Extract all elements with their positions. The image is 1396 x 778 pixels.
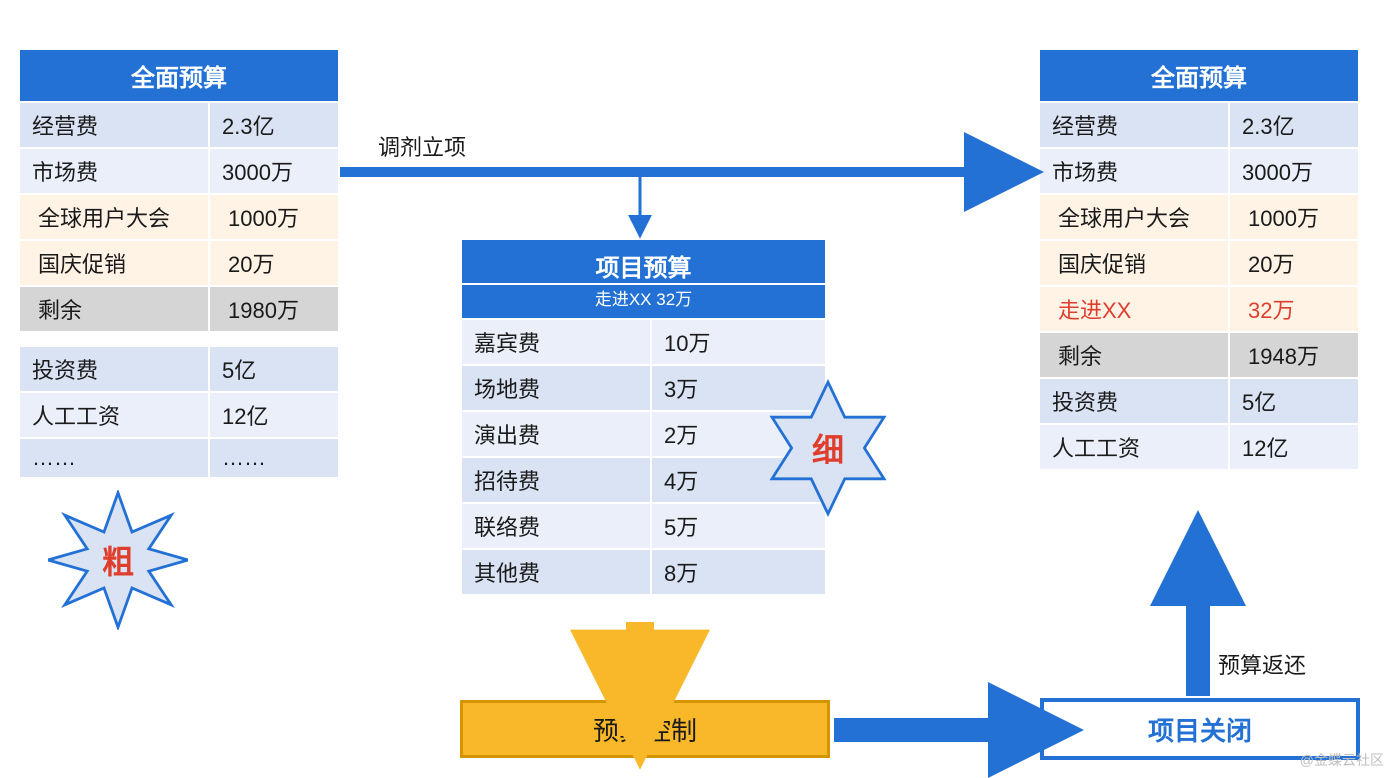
project-close-label: 项目关闭 xyxy=(1148,711,1252,748)
table-cell-value: 1000万 xyxy=(209,194,339,240)
table-cell-label: 人工工资 xyxy=(1039,424,1229,470)
table-cell-label: 投资费 xyxy=(19,346,209,392)
table-cell-value: 32万 xyxy=(1229,286,1359,332)
table-cell-value: 2.3亿 xyxy=(209,102,339,148)
burst-fine: 细 xyxy=(758,378,898,518)
table-cell-value: 1948万 xyxy=(1229,332,1359,378)
table-cell-label: 经营费 xyxy=(1039,102,1229,148)
diagram-canvas: 全面预算 经营费2.3亿市场费3000万全球用户大会1000万国庆促销20万剩余… xyxy=(0,0,1396,778)
table-cell-value: 2.3亿 xyxy=(1229,102,1359,148)
table-cell-value: 3000万 xyxy=(209,148,339,194)
table-cell-label: 经营费 xyxy=(19,102,209,148)
center-table-title: 项目预算 xyxy=(461,239,826,284)
table-cell-label: 国庆促销 xyxy=(19,240,209,286)
table-cell-value: 5亿 xyxy=(1229,378,1359,424)
table-cell-value: 12亿 xyxy=(209,392,339,438)
right-budget-table: 全面预算 经营费2.3亿市场费3000万全球用户大会1000万国庆促销20万走进… xyxy=(1038,48,1360,471)
table-cell-value: 8万 xyxy=(651,549,826,595)
table-cell-label: 剩余 xyxy=(1039,332,1229,378)
table-cell-label: 场地费 xyxy=(461,365,651,411)
table-cell-label: 嘉宾费 xyxy=(461,319,651,365)
table-cell-label: 市场费 xyxy=(19,148,209,194)
burst-coarse-label: 粗 xyxy=(102,537,134,583)
watermark: @金蝶云社区 xyxy=(1300,750,1384,770)
budget-control-label: 预算控制 xyxy=(593,711,697,748)
top-arrow-label: 调剂立项 xyxy=(378,130,466,162)
table-cell-label: 演出费 xyxy=(461,411,651,457)
left-table-title: 全面预算 xyxy=(19,49,339,102)
left-budget-table: 全面预算 经营费2.3亿市场费3000万全球用户大会1000万国庆促销20万剩余… xyxy=(18,48,340,479)
table-cell-label: 走进XX xyxy=(1039,286,1229,332)
table-cell-label: 其他费 xyxy=(461,549,651,595)
table-cell-label: 市场费 xyxy=(1039,148,1229,194)
table-cell-label: 联络费 xyxy=(461,503,651,549)
burst-coarse: 粗 xyxy=(48,490,188,630)
table-cell-value: 1980万 xyxy=(209,286,339,332)
table-cell-value: 10万 xyxy=(651,319,826,365)
table-cell-value: 12亿 xyxy=(1229,424,1359,470)
table-cell-label: 投资费 xyxy=(1039,378,1229,424)
table-cell-value: 1000万 xyxy=(1229,194,1359,240)
burst-fine-label: 细 xyxy=(812,425,844,471)
center-table-subtitle: 走进XX 32万 xyxy=(461,284,826,319)
budget-control-box: 预算控制 xyxy=(460,700,830,758)
table-cell-label: 招待费 xyxy=(461,457,651,503)
table-cell-value: …… xyxy=(209,438,339,478)
table-cell-label: 全球用户大会 xyxy=(1039,194,1229,240)
table-cell-label: 人工工资 xyxy=(19,392,209,438)
table-cell-label: 全球用户大会 xyxy=(19,194,209,240)
table-cell-label: …… xyxy=(19,438,209,478)
table-cell-value: 5亿 xyxy=(209,346,339,392)
table-cell-value: 20万 xyxy=(209,240,339,286)
right-table-title: 全面预算 xyxy=(1039,49,1359,102)
table-cell-label: 剩余 xyxy=(19,286,209,332)
table-cell-value: 3000万 xyxy=(1229,148,1359,194)
return-arrow-label: 预算返还 xyxy=(1218,648,1306,680)
table-cell-value: 20万 xyxy=(1229,240,1359,286)
table-cell-label: 国庆促销 xyxy=(1039,240,1229,286)
